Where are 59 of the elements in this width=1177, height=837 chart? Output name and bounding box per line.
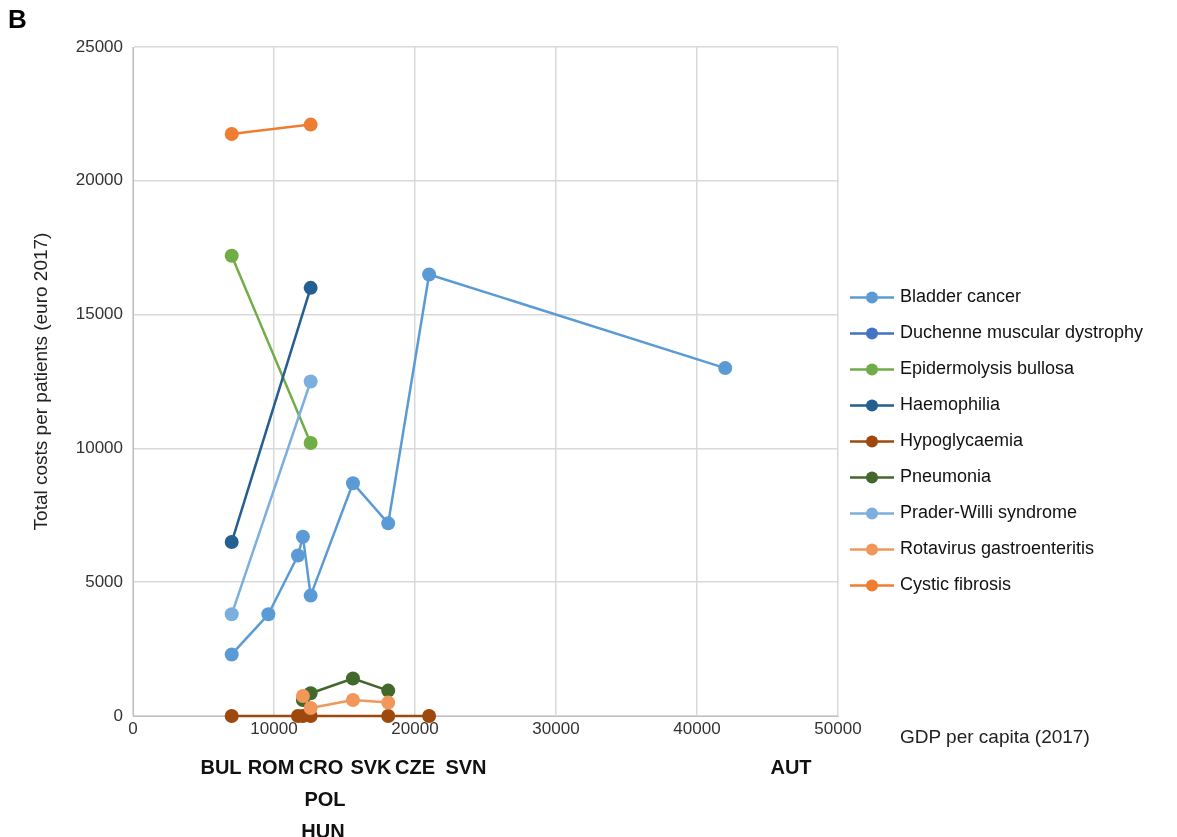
point [224, 647, 239, 662]
legend-label: Bladder cancer [900, 286, 1022, 307]
y-tick-label: 25000 [75, 36, 123, 56]
point [381, 695, 396, 710]
point [718, 361, 733, 376]
x-axis-title: GDP per capita (2017) [900, 726, 1090, 748]
point [381, 709, 396, 723]
point [303, 700, 318, 715]
point [224, 607, 239, 622]
text: BUL [200, 755, 242, 778]
x-tick-label: 20000 [391, 718, 439, 738]
text: SVN [445, 755, 487, 778]
x-tick-label: 0 [128, 718, 138, 738]
y-tick-label: 5000 [85, 571, 123, 591]
point [303, 374, 318, 389]
legend-label: Hypoglycaemia [900, 430, 1025, 451]
x-tick-label: 50000 [814, 718, 862, 738]
y-tick-label: 0 [113, 705, 123, 725]
point [303, 588, 318, 603]
point [261, 607, 276, 622]
legend-label: Rotavirus gastroenteritis [900, 538, 1095, 559]
x-tick-label: 30000 [532, 718, 580, 738]
point [224, 709, 239, 723]
legend-label: Pneumonia [900, 466, 993, 487]
text: CZE [395, 755, 435, 778]
point [295, 529, 310, 544]
point [303, 436, 318, 451]
point [303, 117, 318, 132]
text: AUT [770, 755, 812, 778]
legend-label: Duchenne muscular dystrophy [900, 322, 1144, 343]
point [422, 267, 437, 282]
y-axis-title: Total costs per patients (euro 2017) [30, 232, 52, 531]
legend-label: Haemophilia [900, 394, 1002, 415]
point [345, 671, 360, 686]
point [381, 683, 396, 698]
x-tick-label: 40000 [673, 718, 721, 738]
text: CRO [298, 755, 344, 778]
x-tick-label: 10000 [250, 718, 298, 738]
legend-label: Epidermolysis bullosa [900, 358, 1076, 379]
y-tick-label: 10000 [75, 438, 123, 458]
point [290, 548, 305, 563]
point [295, 688, 310, 703]
point [381, 516, 396, 531]
point [422, 709, 437, 723]
chart-title: B [8, 4, 27, 35]
point [224, 248, 239, 263]
text: ROM [247, 755, 295, 778]
text: POL [304, 787, 346, 810]
point [345, 692, 360, 707]
text: SVK [350, 755, 393, 778]
legend-label: Prader-Willi syndrome [900, 502, 1078, 523]
y-tick-label: 20000 [75, 170, 123, 190]
point [224, 535, 239, 550]
point [345, 476, 360, 491]
point [224, 126, 239, 141]
point [303, 280, 318, 295]
legend-label: Cystic fibrosis [900, 574, 1012, 595]
text: HUN [301, 819, 345, 837]
y-tick-label: 15000 [75, 304, 123, 324]
